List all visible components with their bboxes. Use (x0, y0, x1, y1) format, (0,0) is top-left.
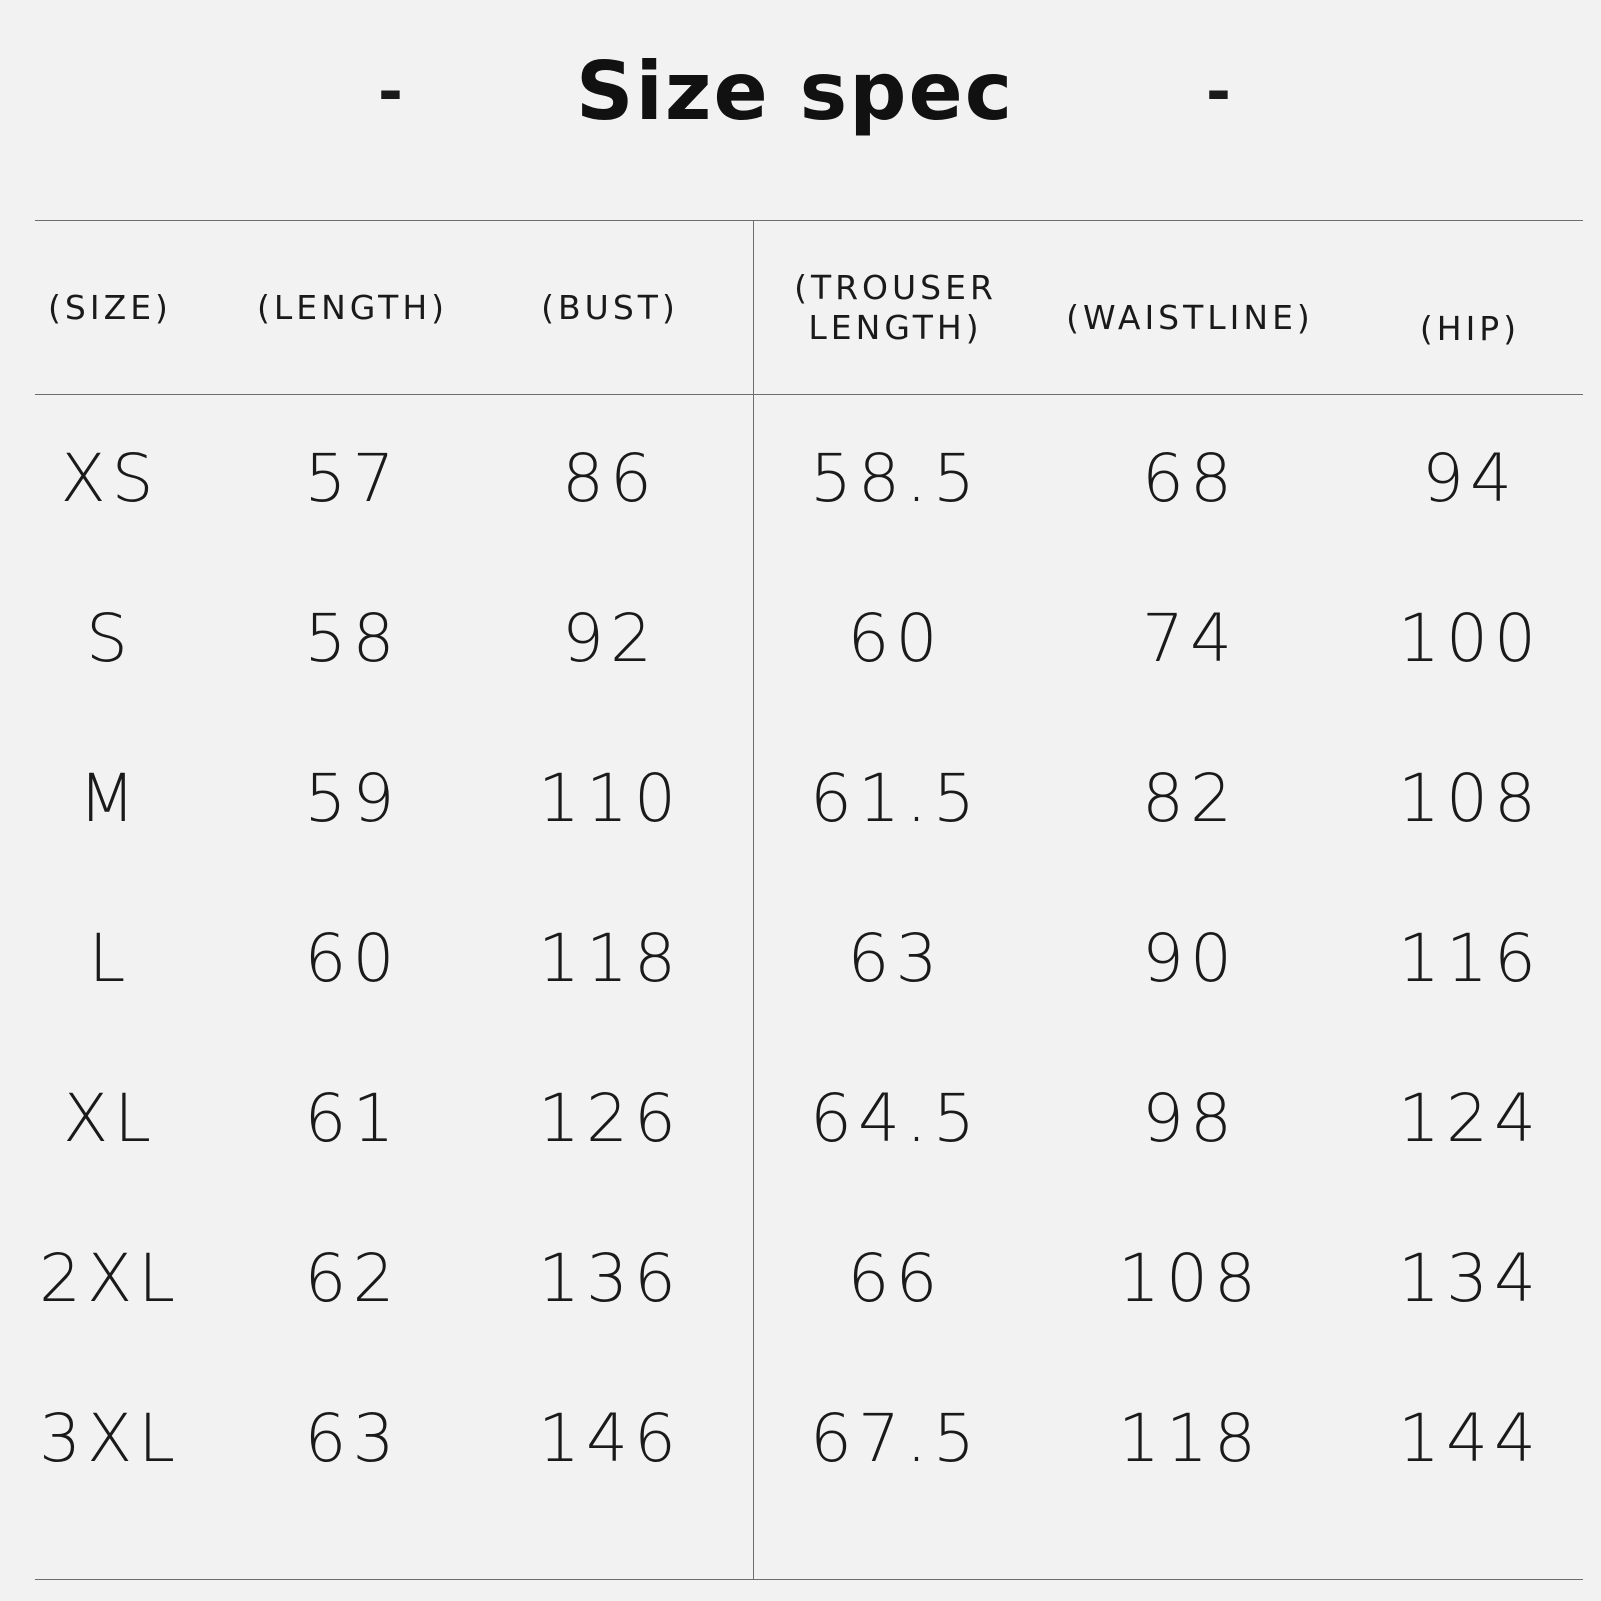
cell-trouser-length: 63 (847, 919, 944, 997)
cell-size: L (88, 919, 132, 997)
cell-hip: 134 (1398, 1239, 1542, 1317)
cell-bust: 92 (562, 599, 658, 677)
table-body: XS 57 86 58.5 68 94 S 58 92 60 74 100 M … (0, 398, 1601, 1518)
cell-waistline: 74 (1142, 599, 1238, 677)
cell-hip: 116 (1398, 919, 1542, 997)
cell-trouser-length: 60 (847, 599, 944, 677)
cell-waistline: 90 (1142, 919, 1238, 997)
cell-bust: 126 (538, 1079, 682, 1157)
column-divider (753, 221, 754, 1580)
cell-waistline: 108 (1118, 1239, 1262, 1317)
cell-size: M (78, 759, 142, 837)
table-row: XS 57 86 58.5 68 94 (0, 398, 1601, 558)
table-row: 2XL 62 136 66 108 134 (0, 1198, 1601, 1358)
title-dash-left: - (378, 57, 403, 127)
cell-hip: 100 (1398, 599, 1542, 677)
cell-waistline: 68 (1142, 439, 1238, 517)
table-row: XL 61 126 64.5 98 124 (0, 1038, 1601, 1198)
cell-waistline: 118 (1118, 1399, 1262, 1477)
cell-length: 63 (304, 1399, 401, 1477)
cell-hip: 144 (1398, 1399, 1542, 1477)
cell-bust: 86 (562, 439, 658, 517)
header-bust: (BUST) (541, 288, 679, 327)
cell-trouser-length: 66 (847, 1239, 944, 1317)
page-title: Size spec (575, 45, 1015, 138)
table-row: S 58 92 60 74 100 (0, 558, 1601, 718)
cell-bust: 146 (538, 1399, 682, 1477)
table-row: M 59 110 61.5 82 108 (0, 718, 1601, 878)
cell-trouser-length: 58.5 (810, 439, 981, 517)
cell-bust: 136 (538, 1239, 682, 1317)
cell-bust: 110 (538, 759, 682, 837)
table-header: (SIZE) (LENGTH) (BUST) (TROUSER LENGTH) … (0, 222, 1601, 394)
cell-size: XS (60, 439, 160, 517)
cell-waistline: 98 (1142, 1079, 1238, 1157)
header-size: (SIZE) (48, 288, 172, 327)
cell-length: 59 (304, 759, 401, 837)
cell-size: S (86, 599, 134, 677)
header-divider (35, 394, 1583, 395)
title-row: - Size spec - (0, 42, 1601, 142)
cell-waistline: 82 (1142, 759, 1238, 837)
cell-trouser-length: 61.5 (810, 759, 981, 837)
cell-hip: 108 (1398, 759, 1542, 837)
header-trouser-length: (TROUSER LENGTH) (794, 268, 997, 347)
cell-length: 57 (304, 439, 401, 517)
header-hip: (HIP) (1419, 309, 1521, 348)
cell-size: 2XL (39, 1239, 181, 1317)
cell-size: 3XL (39, 1399, 181, 1477)
header-waistline: (WAISTLINE) (1066, 298, 1314, 337)
cell-size: XL (63, 1079, 157, 1157)
cell-length: 60 (304, 919, 401, 997)
cell-hip: 124 (1398, 1079, 1542, 1157)
cell-length: 61 (304, 1079, 401, 1157)
title-dash-right: - (1206, 57, 1231, 127)
header-length: (LENGTH) (256, 288, 449, 327)
cell-trouser-length: 64.5 (810, 1079, 981, 1157)
cell-hip: 94 (1422, 439, 1518, 517)
table-row: 3XL 63 146 67.5 118 144 (0, 1358, 1601, 1518)
cell-bust: 118 (538, 919, 682, 997)
table-top-divider (35, 220, 1583, 221)
table-row: L 60 118 63 90 116 (0, 878, 1601, 1038)
cell-length: 58 (304, 599, 401, 677)
table-bottom-divider (35, 1579, 1583, 1580)
cell-length: 62 (304, 1239, 401, 1317)
cell-trouser-length: 67.5 (810, 1399, 981, 1477)
